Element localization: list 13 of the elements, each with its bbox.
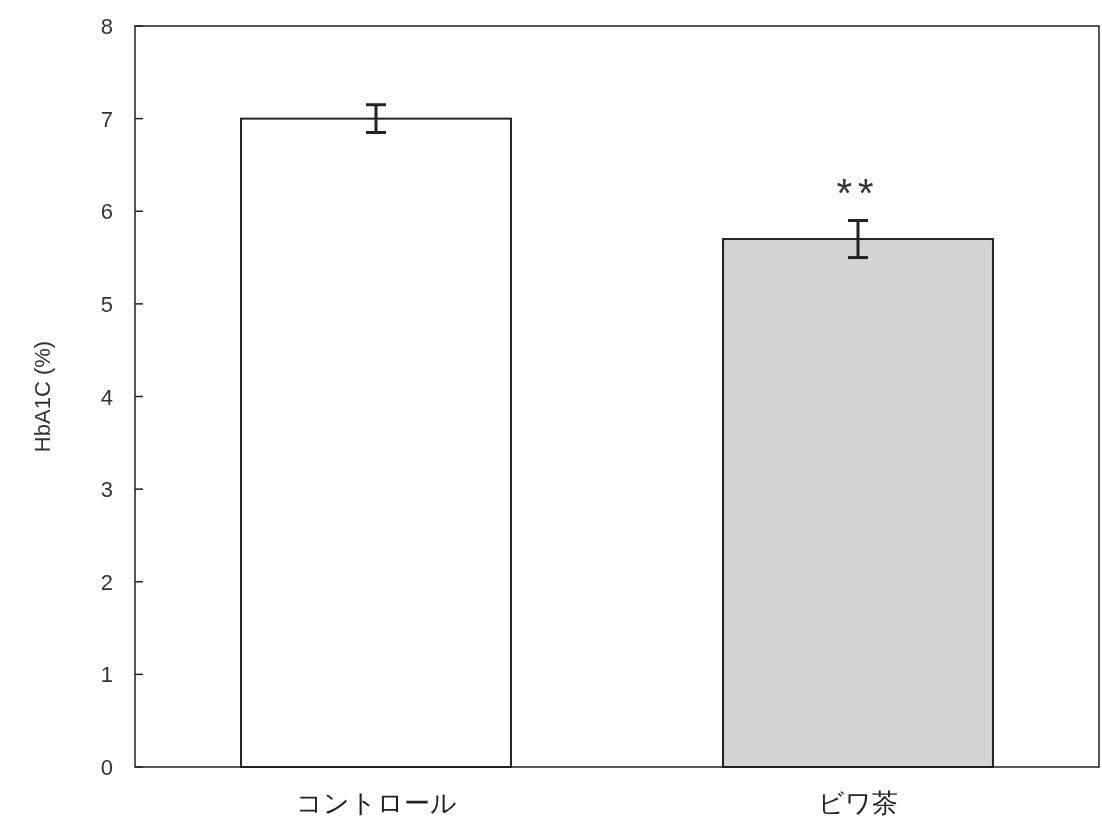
y-axis-title: HbA1C (%) xyxy=(30,340,55,453)
y-tick-label: 3 xyxy=(100,477,113,503)
y-tick-label: 0 xyxy=(100,755,113,780)
x-tick-label: ビワ茶 xyxy=(818,788,898,818)
annotation: ** xyxy=(836,170,880,215)
y-tick-label: 6 xyxy=(100,199,113,225)
y-tick-label: 2 xyxy=(100,569,113,595)
y-tick-label: 8 xyxy=(100,14,113,39)
y-tick-label: 1 xyxy=(100,662,113,688)
y-tick-label: 4 xyxy=(100,384,113,410)
y-tick-label: 5 xyxy=(100,291,113,317)
y-tick-label: 7 xyxy=(100,106,113,132)
x-tick-label: コントロール xyxy=(295,788,457,818)
